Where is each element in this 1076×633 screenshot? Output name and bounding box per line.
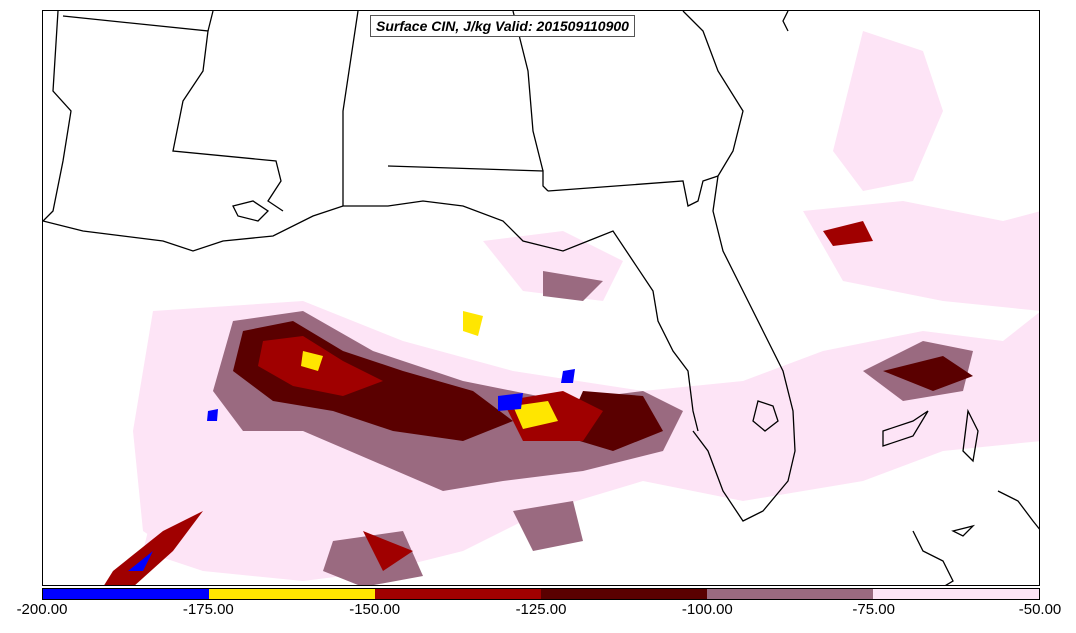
- colorbar-ticks: -200.00 -175.00 -150.00 -125.00 -100.00 -75.0…: [0, 601, 1076, 625]
- colorbar-tick-label: -75.00: [852, 601, 895, 618]
- border-ga: [512, 11, 544, 172]
- colorbar-tick-label: -100.00: [681, 601, 733, 618]
- coast-gulf: [43, 200, 699, 432]
- cin-field-light: [133, 31, 1039, 581]
- island-bahamas: [882, 410, 929, 447]
- colorbar-tick-label: -200.00: [16, 601, 68, 618]
- border-al-fl: [387, 165, 549, 192]
- map-boundaries: [43, 11, 1039, 585]
- colorbar-segment: [541, 589, 707, 599]
- border-al: [342, 11, 359, 206]
- cin-field-blue: [128, 369, 575, 571]
- map-canvas: [43, 11, 1039, 585]
- colorbar-segment: [209, 589, 375, 599]
- lake-pontchartrain: [232, 200, 270, 222]
- lake-okeechobee: [752, 400, 779, 432]
- coast-cuba: [912, 530, 954, 585]
- border-la: [43, 11, 72, 222]
- colorbar-tick-label: -125.00: [515, 601, 567, 618]
- cin-field-yellow: [301, 311, 558, 429]
- coast-atlantic: [682, 11, 796, 522]
- colorbar-segment: [375, 589, 541, 599]
- colorbar-segment: [873, 589, 1039, 599]
- colorbar-segment: [43, 589, 209, 599]
- colorbar-tick-label: -175.00: [182, 601, 234, 618]
- border-ga-fl: [547, 175, 719, 207]
- colorbar-tick-label: -50.00: [1018, 601, 1062, 618]
- map-panel: [42, 10, 1040, 586]
- colorbar-tick-label: -150.00: [349, 601, 401, 618]
- colorbar-segment: [707, 589, 873, 599]
- colorbar: [42, 588, 1040, 600]
- map-title: Surface CIN, J/kg Valid: 201509110900: [370, 15, 635, 37]
- border-ms: [62, 15, 284, 212]
